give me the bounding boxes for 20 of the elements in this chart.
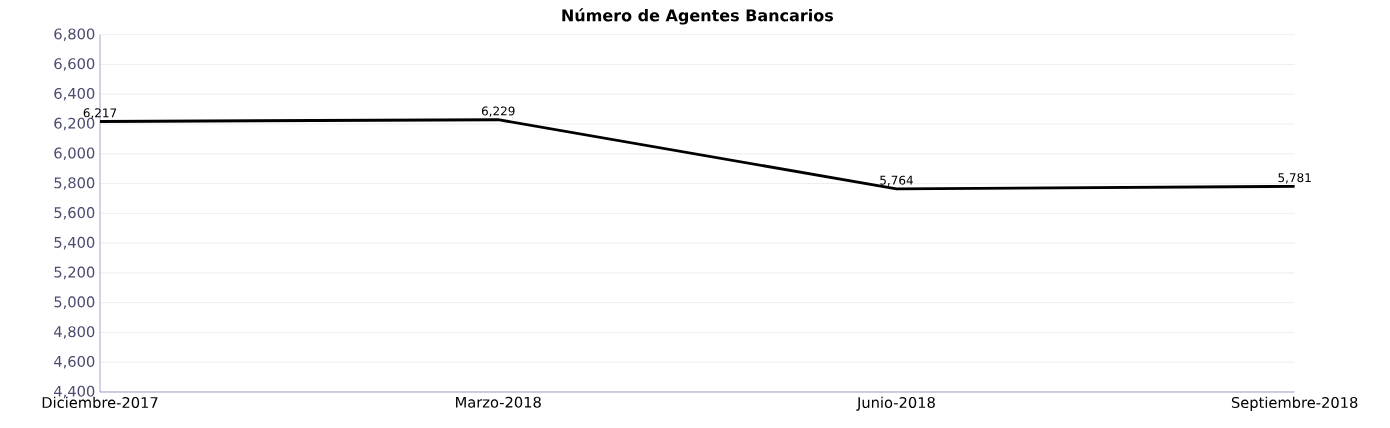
x-tick-label: Septiembre-2018 xyxy=(1231,396,1358,411)
y-tick-label: 6,600 xyxy=(54,58,95,71)
y-tick-label: 6,800 xyxy=(54,28,95,41)
x-tick-label: Junio-2018 xyxy=(856,396,935,411)
text: 5,781 xyxy=(1278,173,1311,184)
y-tick-label: 5,200 xyxy=(54,266,95,280)
y-tick-label: 5,000 xyxy=(54,296,95,309)
y-tick-label: 4,600 xyxy=(54,355,95,369)
y-tick-label: 5,400 xyxy=(54,236,95,250)
y-tick-label: 6,200 xyxy=(54,117,95,131)
y-tick-label: 4,800 xyxy=(54,326,95,339)
x-tick-label: Marzo-2018 xyxy=(456,396,541,408)
text: 6,217 xyxy=(83,108,117,119)
text: 6,229 xyxy=(481,106,515,117)
y-tick-label: 5,600 xyxy=(54,207,95,220)
y-tick-label: 6,400 xyxy=(54,87,95,101)
y-tick-label: 6,000 xyxy=(54,147,95,161)
y-tick-label: 5,800 xyxy=(54,177,95,190)
text: 5,764 xyxy=(880,175,913,186)
chart-title: Número de Agentes Bancarios xyxy=(562,8,833,25)
